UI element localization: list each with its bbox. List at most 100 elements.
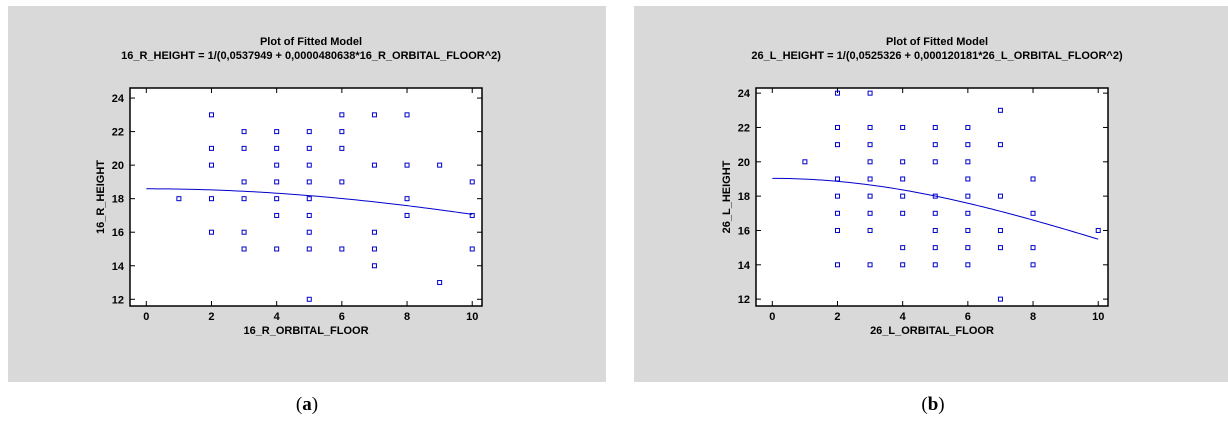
data-point	[900, 193, 906, 199]
data-point	[208, 196, 214, 202]
data-point	[834, 176, 840, 182]
y-tick-label: 18	[738, 191, 750, 203]
data-point	[371, 246, 377, 252]
y-tick-label: 12	[738, 294, 750, 306]
y-tick-label: 14	[112, 261, 125, 273]
data-point	[274, 179, 280, 185]
data-point	[437, 162, 443, 168]
x-tick-label: 8	[1030, 311, 1036, 323]
y-tick-label: 16	[738, 225, 750, 237]
data-point	[900, 176, 906, 182]
fitted-curve	[772, 177, 1099, 240]
data-point	[834, 90, 840, 96]
data-point	[339, 145, 345, 151]
data-point	[965, 176, 971, 182]
x-tick-label: 2	[208, 311, 214, 323]
data-point	[1095, 227, 1101, 233]
data-point	[867, 262, 873, 268]
chart-title: Plot of Fitted Model	[260, 36, 362, 48]
fitted-curve	[146, 188, 473, 215]
data-point	[469, 179, 475, 185]
data-point	[371, 162, 377, 168]
data-point	[932, 124, 938, 130]
data-point	[867, 210, 873, 216]
data-point	[802, 159, 808, 165]
data-point	[339, 112, 345, 118]
y-tick-label: 12	[112, 294, 124, 306]
data-point	[208, 229, 214, 235]
y-tick-label: 16	[112, 227, 124, 239]
data-point	[997, 296, 1003, 302]
data-point	[965, 262, 971, 268]
data-point	[274, 196, 280, 202]
data-point	[339, 129, 345, 135]
data-point	[437, 280, 443, 286]
data-point	[834, 210, 840, 216]
data-point	[306, 296, 312, 302]
y-tick-label: 22	[738, 122, 750, 134]
data-point	[241, 145, 247, 151]
data-point	[834, 262, 840, 268]
plot-area	[129, 87, 483, 307]
x-tick-label: 0	[143, 311, 149, 323]
caption-b: (b)	[921, 394, 945, 415]
data-point	[900, 245, 906, 251]
x-tick-label: 10	[1092, 311, 1104, 323]
data-point	[306, 229, 312, 235]
data-point	[932, 262, 938, 268]
data-point	[965, 159, 971, 165]
data-point	[900, 159, 906, 165]
data-point	[867, 124, 873, 130]
data-point	[404, 162, 410, 168]
data-point	[834, 124, 840, 130]
data-point	[965, 227, 971, 233]
x-axis-label: 26_L_ORBITAL_FLOOR	[870, 325, 994, 337]
data-point	[306, 179, 312, 185]
data-point	[867, 193, 873, 199]
data-point	[208, 145, 214, 151]
x-tick-label: 10	[466, 311, 478, 323]
data-point	[867, 142, 873, 148]
x-tick-label: 6	[965, 311, 971, 323]
x-tick-label: 6	[339, 311, 345, 323]
x-tick-label: 4	[274, 311, 281, 323]
y-tick-label: 24	[112, 93, 125, 105]
data-point	[371, 263, 377, 269]
data-point	[371, 112, 377, 118]
data-point	[274, 145, 280, 151]
y-axis-label: 26_L_HEIGHT	[721, 160, 733, 233]
data-point	[274, 212, 280, 218]
data-point	[997, 227, 1003, 233]
y-tick-label: 18	[112, 194, 124, 206]
data-point	[274, 129, 280, 135]
chart-svg-b: Plot of Fitted Model 26_L_HEIGHT = 1/(0,0…	[721, 36, 1123, 337]
caption-a: (a)	[295, 394, 319, 415]
data-point	[241, 179, 247, 185]
x-axis-label: 16_R_ORBITAL_FLOOR	[243, 325, 368, 337]
data-point	[176, 196, 182, 202]
data-point	[306, 212, 312, 218]
chart-panel-b: Plot of Fitted Model 26_L_HEIGHT = 1/(0,0…	[634, 6, 1228, 382]
chart-panel-a: Plot of Fitted Model 16_R_HEIGHT = 1/(0,0…	[8, 6, 606, 382]
data-point	[241, 229, 247, 235]
x-tick-label: 2	[834, 311, 840, 323]
data-point	[965, 124, 971, 130]
data-point	[306, 162, 312, 168]
data-point	[900, 262, 906, 268]
data-point	[997, 107, 1003, 113]
data-point	[339, 179, 345, 185]
data-point	[997, 142, 1003, 148]
caption-a-letter: a	[302, 394, 312, 415]
plot-area	[755, 87, 1109, 307]
data-point	[306, 246, 312, 252]
data-point	[900, 124, 906, 130]
data-point	[965, 193, 971, 199]
data-point	[867, 159, 873, 165]
data-point	[965, 210, 971, 216]
data-point	[404, 196, 410, 202]
data-point	[404, 112, 410, 118]
data-point	[274, 246, 280, 252]
data-point	[932, 210, 938, 216]
data-point	[834, 193, 840, 199]
y-tick-label: 14	[738, 260, 751, 272]
